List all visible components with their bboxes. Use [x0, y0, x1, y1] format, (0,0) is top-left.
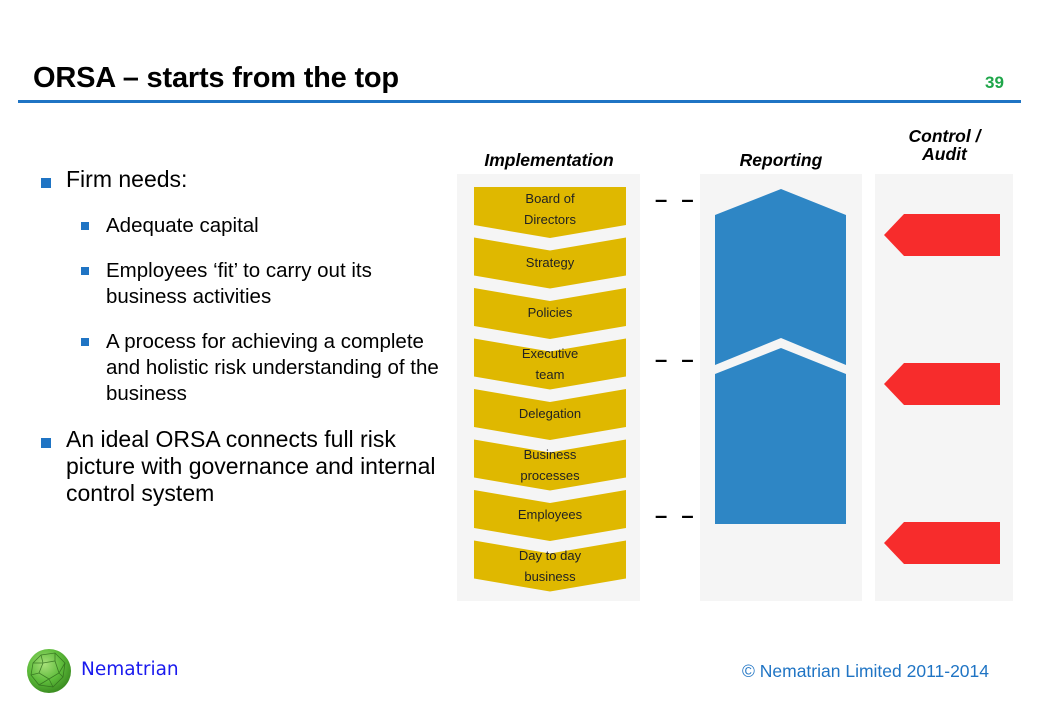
reporting-arrow-lower: [715, 348, 846, 524]
implementation-chevron: [474, 288, 626, 339]
implementation-chevron: [474, 540, 626, 592]
bullet-ideal-orsa: An ideal ORSA connects full risk picture…: [38, 426, 448, 507]
control-arrow-top: [884, 214, 1000, 256]
implementation-chevron: [474, 338, 626, 390]
title-underline: [18, 100, 1021, 103]
implementation-chevron: [474, 237, 626, 289]
control-arrow-bottom: [884, 522, 1000, 564]
footer-copyright: © Nematrian Limited 2011-2014: [742, 661, 990, 681]
implementation-step-label: Employees: [517, 507, 583, 522]
bullet-list: Firm needs: Adequate capital Employees ‘…: [38, 166, 448, 527]
implementation-chevron: [474, 187, 626, 238]
nematrian-logo-icon: [27, 649, 71, 693]
column-header-reporting: Reporting: [739, 150, 823, 170]
implementation-step-label: Executive team: [521, 345, 579, 382]
implementation-chevron: [474, 439, 626, 491]
connector-dash-bottom: – –: [655, 503, 698, 528]
reporting-arrow-upper: [715, 189, 846, 365]
implementation-step-label: Business processes: [520, 446, 580, 483]
implementation-step-label: Board of Directors: [523, 191, 576, 227]
slide-title: ORSA – starts from the top: [33, 62, 399, 94]
bullet-square-icon: [41, 438, 51, 448]
implementation-step-label: Delegation: [518, 406, 582, 421]
implementation-step-label: Strategy: [525, 254, 575, 270]
page-number: 39: [985, 73, 1004, 92]
connector-dash-top: – –: [655, 187, 698, 212]
implementation-chevron: [474, 490, 626, 541]
control-arrow-middle: [884, 363, 1000, 405]
bullet-firm-needs: Firm needs:: [38, 166, 448, 193]
implementation-step-label: Day to day business: [518, 547, 582, 584]
sub-bullet-process: A process for achieving a complete and h…: [38, 329, 448, 407]
sub-bullet-capital: Adequate capital: [38, 213, 448, 239]
column-header-implementation: Implementation: [484, 150, 614, 170]
bullet-square-icon: [81, 267, 89, 275]
bullet-square-icon: [81, 338, 89, 346]
bullet-square-icon: [41, 178, 51, 188]
bullet-square-icon: [81, 222, 89, 230]
sub-bullet-employees: Employees ‘fit’ to carry out its busines…: [38, 258, 448, 310]
implementation-step-label: Policies: [527, 305, 573, 320]
column-header-control-audit: Control / Audit: [908, 126, 981, 164]
implementation-chevron: [474, 389, 626, 440]
connector-dash-middle: – –: [655, 347, 698, 372]
footer-brand: Nematrian: [81, 659, 179, 680]
